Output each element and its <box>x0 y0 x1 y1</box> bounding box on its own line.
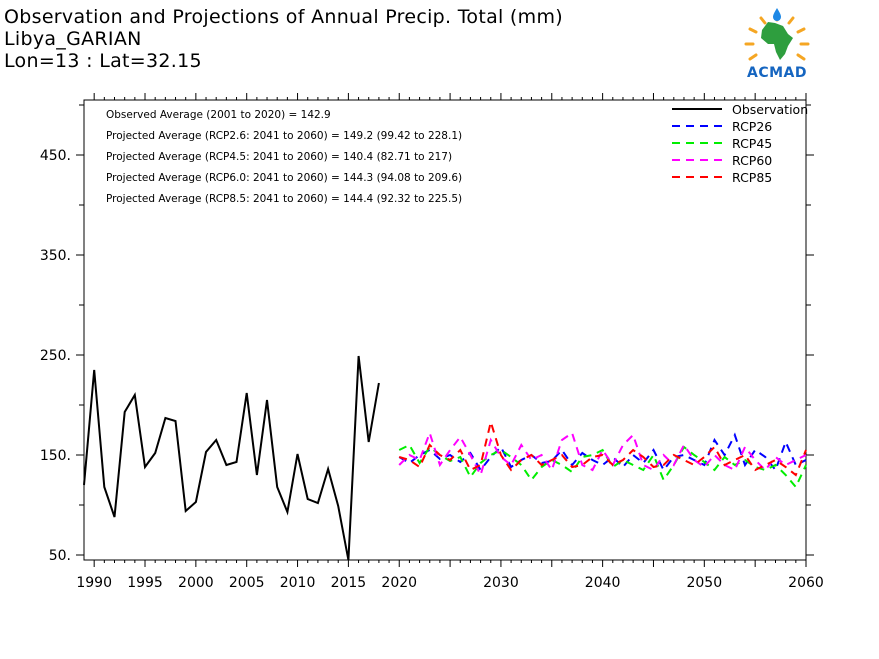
x-tick-label: 2050 <box>686 575 722 591</box>
stats-annotation: Projected Average (RCP8.5: 2041 to 2060)… <box>106 193 462 205</box>
y-tick-label: 350. <box>40 248 71 264</box>
x-tick-label: 2015 <box>331 575 367 591</box>
series-line-rcp85 <box>398 418 807 477</box>
x-tick-label: 1995 <box>127 575 163 591</box>
legend-label: RCP85 <box>732 170 772 185</box>
logo-text: ACMAD <box>747 65 807 81</box>
y-tick-label: 50. <box>49 548 71 564</box>
africa-sun-icon <box>744 8 810 61</box>
stats-annotation: Projected Average (RCP6.0: 2041 to 2060)… <box>106 172 462 184</box>
chart-header: Observation and Projections of Annual Pr… <box>4 6 563 72</box>
legend-label: RCP26 <box>732 119 772 134</box>
y-tick-label: 250. <box>40 348 71 364</box>
chart-title: Observation and Projections of Annual Pr… <box>4 6 563 28</box>
y-tick-label: 450. <box>40 148 71 164</box>
x-tick-label: 2000 <box>178 575 214 591</box>
x-tick-label: 2020 <box>381 575 417 591</box>
x-tick-label: 2030 <box>483 575 519 591</box>
stats-annotation: Observed Average (2001 to 2020) = 142.9 <box>106 109 331 121</box>
series-line-rcp60 <box>398 429 807 478</box>
x-tick-label: 1990 <box>76 575 112 591</box>
x-tick-label: 2010 <box>280 575 316 591</box>
x-tick-label: 2060 <box>788 575 824 591</box>
series-line-rcp26 <box>398 432 807 473</box>
location-name: Libya_GARIAN <box>4 28 142 50</box>
acmad-logo: ACMAD <box>738 8 816 82</box>
legend-label: RCP60 <box>732 153 772 168</box>
y-tick-label: 150. <box>40 448 71 464</box>
legend-label: RCP45 <box>732 136 772 151</box>
x-tick-label: 2040 <box>585 575 621 591</box>
x-tick-label: 2005 <box>229 575 265 591</box>
stats-annotation: Projected Average (RCP2.6: 2041 to 2060)… <box>106 130 462 142</box>
location-coords: Lon=13 : Lat=32.15 <box>4 50 202 72</box>
stats-annotation: Projected Average (RCP4.5: 2041 to 2060)… <box>106 151 452 163</box>
plot-frame <box>83 99 807 561</box>
series-line-observation <box>83 355 380 561</box>
legend-label: Observation <box>732 102 808 117</box>
